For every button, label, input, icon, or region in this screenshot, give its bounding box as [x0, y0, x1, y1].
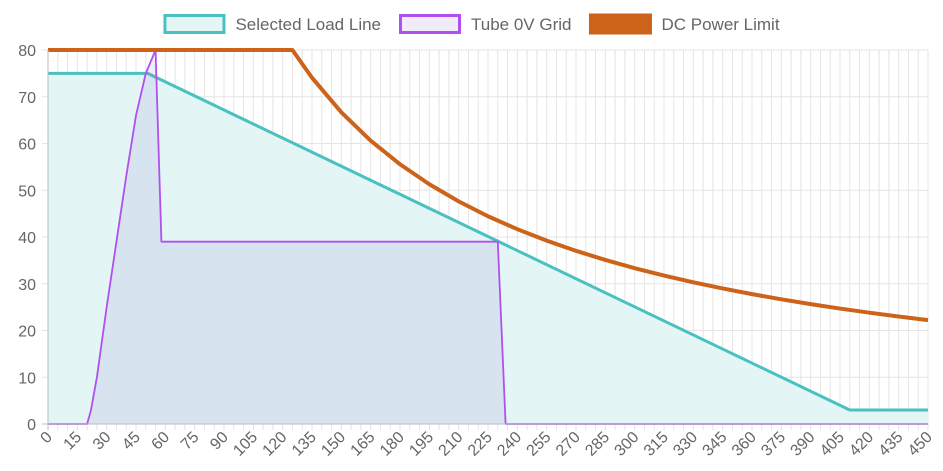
legend-label-tube-0v-grid: Tube 0V Grid: [471, 15, 571, 34]
legend-item-selected-load-line[interactable]: Selected Load Line: [163, 14, 381, 34]
x-tick-label-20: 300: [612, 429, 643, 460]
legend-swatch-dc-power-limit: [588, 13, 652, 35]
x-tick-label-19: 285: [582, 429, 613, 460]
x-tick-label-29: 435: [876, 429, 907, 460]
x-tick-label-0: 0: [38, 429, 56, 447]
legend-label-selected-load-line: Selected Load Line: [235, 15, 381, 34]
legend: Selected Load Line Tube 0V Grid DC Power L…: [163, 13, 780, 35]
tube-0v-grid-area: [48, 50, 928, 424]
y-tick-label-3: 30: [18, 277, 36, 294]
x-tick-label-22: 330: [670, 429, 701, 460]
y-tick-label-5: 50: [18, 183, 36, 200]
x-tick-label-13: 195: [406, 429, 437, 460]
x-tick-label-27: 405: [817, 429, 848, 460]
x-tick-label-6: 90: [207, 429, 232, 454]
dc-power-limit-line: [48, 48, 929, 323]
y-tick-label-6: 60: [18, 137, 36, 154]
x-tick-label-23: 345: [700, 429, 731, 460]
y-tick-label-2: 20: [18, 324, 36, 341]
x-tick-label-18: 270: [553, 429, 584, 460]
legend-item-dc-power-limit[interactable]: DC Power Limit: [588, 13, 780, 35]
x-tick-label-16: 240: [494, 429, 525, 460]
x-tick-label-30: 450: [905, 429, 936, 460]
legend-item-tube-0v-grid[interactable]: Tube 0V Grid: [399, 14, 572, 34]
x-tick-label-14: 210: [436, 429, 467, 460]
selected-load-line-line: [48, 71, 928, 412]
x-tick-label-26: 390: [788, 429, 819, 460]
x-tick-label-5: 75: [178, 429, 203, 454]
legend-swatch-selected-load-line: [163, 14, 226, 34]
x-tick-label-3: 45: [119, 429, 144, 454]
x-tick-label-10: 150: [318, 429, 349, 460]
y-tick-label-8: 80: [18, 43, 36, 60]
x-tick-label-28: 420: [846, 429, 877, 460]
y-tick-label-4: 40: [18, 230, 36, 247]
y-tick-label-7: 70: [18, 90, 36, 107]
selected-load-line-area: [48, 73, 928, 424]
y-tick-label-1: 10: [18, 370, 36, 387]
x-tick-label-2: 30: [90, 429, 115, 454]
x-tick-label-4: 60: [149, 429, 174, 454]
tube-0v-grid-line: [48, 49, 928, 425]
x-tick-label-25: 375: [758, 429, 789, 460]
x-tick-label-21: 315: [641, 429, 672, 460]
legend-label-dc-power-limit: DC Power Limit: [661, 15, 779, 34]
y-tick-label-0: 0: [27, 417, 36, 434]
x-tick-label-9: 135: [289, 429, 320, 460]
x-tick-label-12: 180: [377, 429, 408, 460]
x-tick-label-11: 165: [348, 429, 379, 460]
x-tick-label-24: 360: [729, 429, 760, 460]
x-tick-label-17: 255: [524, 429, 555, 460]
x-tick-label-1: 15: [61, 429, 86, 454]
x-tick-label-8: 120: [260, 429, 291, 460]
series-layer: [48, 48, 929, 425]
x-tick-label-15: 225: [465, 429, 496, 460]
legend-swatch-tube-0v-grid: [399, 14, 462, 34]
x-tick-label-7: 105: [230, 429, 261, 460]
